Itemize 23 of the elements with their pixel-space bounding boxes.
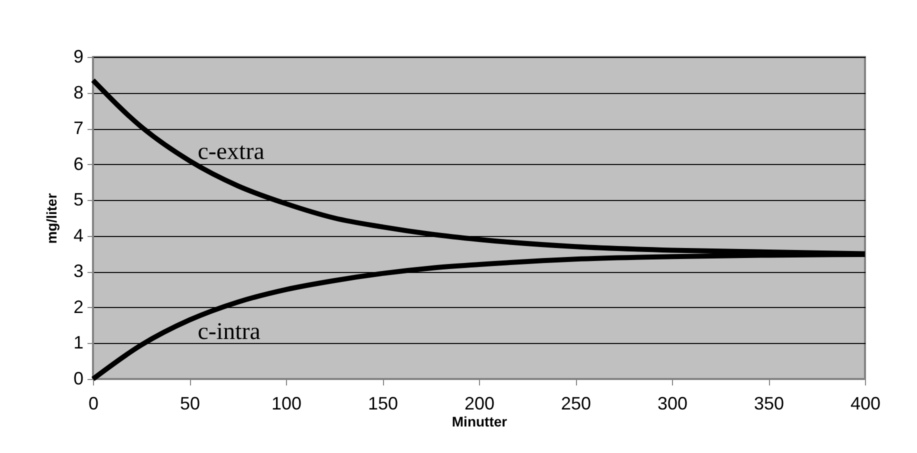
x-axis-title: Minutter <box>452 414 508 430</box>
x-tick-label: 150 <box>368 394 398 414</box>
x-tick-label: 300 <box>657 394 688 414</box>
y-tick-label: 7 <box>73 118 84 138</box>
series-label: c-intra <box>198 319 261 346</box>
x-tick-label: 100 <box>271 394 302 414</box>
y-tick-label: 6 <box>73 154 84 174</box>
x-tick-label: 400 <box>850 394 881 414</box>
y-tick-label: 8 <box>73 82 84 102</box>
y-tick-label: 0 <box>73 368 84 388</box>
x-tick-label: 250 <box>560 394 592 414</box>
x-tick-label: 350 <box>754 394 784 414</box>
y-tick-label: 9 <box>73 46 84 66</box>
x-tick-label: 0 <box>88 394 99 414</box>
y-tick-label: 3 <box>73 261 84 282</box>
x-tick-label: 200 <box>464 394 495 414</box>
y-tick-label: 1 <box>73 332 84 353</box>
y-tick-label: 4 <box>73 225 84 246</box>
series-label: c-extra <box>198 138 265 165</box>
x-tick-label: 50 <box>180 394 200 414</box>
y-axis-title: mg/liter <box>43 192 60 244</box>
y-tick-label: 2 <box>73 296 84 317</box>
y-tick-label: 5 <box>73 190 84 210</box>
